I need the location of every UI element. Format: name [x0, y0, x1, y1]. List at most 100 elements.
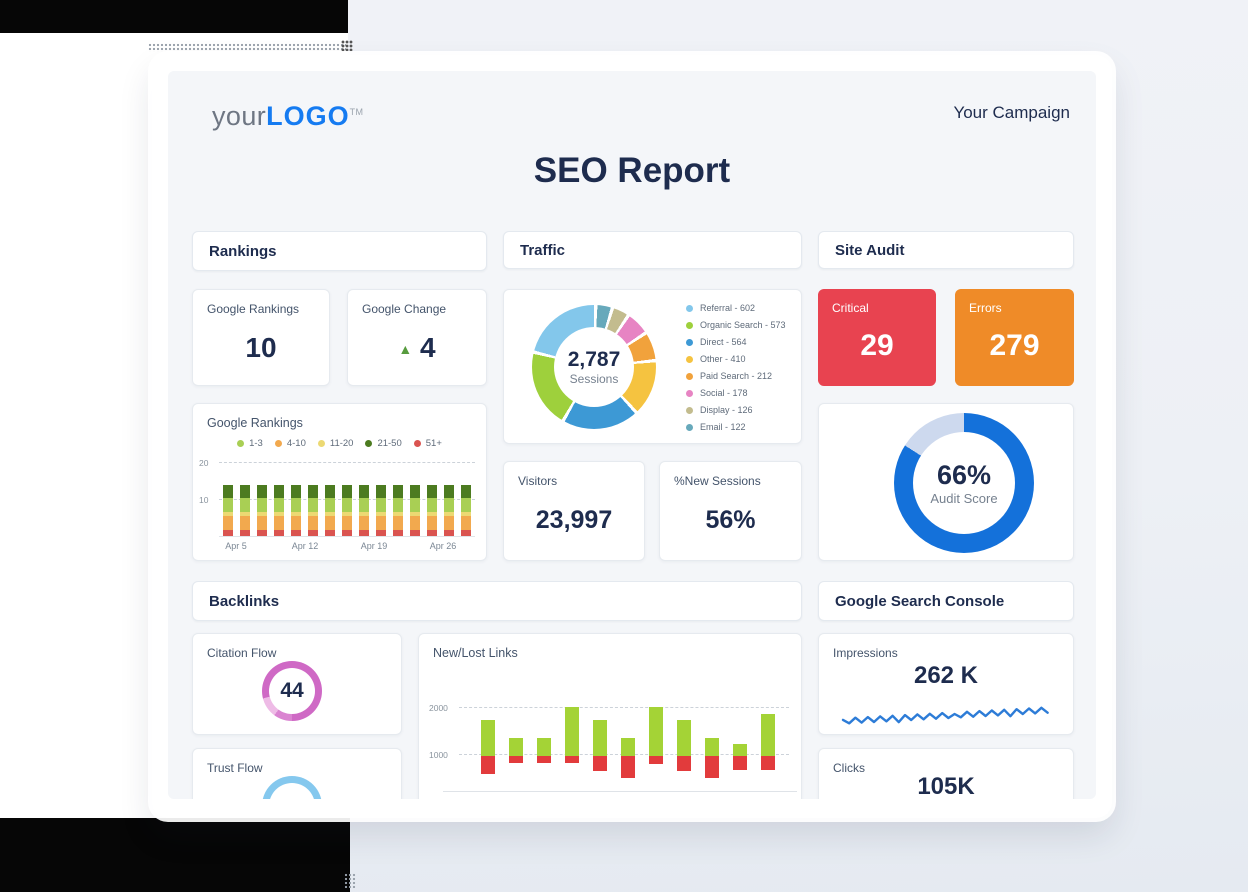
bar-segment	[308, 529, 318, 536]
lost-links-bar	[481, 756, 495, 775]
stacked-bar	[461, 485, 471, 536]
bar-segment	[444, 512, 454, 516]
bar-segment	[223, 512, 233, 516]
stacked-bar	[342, 485, 352, 536]
x-tick-label: Apr 19	[360, 541, 388, 551]
bar-segment	[240, 498, 250, 513]
bar-segment	[461, 512, 471, 516]
lost-links-bar	[677, 756, 691, 771]
x-tick-label: Apr 12	[291, 541, 319, 551]
bar-segment	[257, 485, 267, 499]
stacked-bar	[325, 485, 335, 536]
legend-text: Other - 410	[700, 354, 746, 364]
bar-segment	[359, 498, 369, 513]
legend-dot-icon	[317, 440, 325, 447]
stacked-bar	[291, 485, 301, 536]
lost-links-bar	[621, 756, 635, 778]
impressions-sparkline	[841, 706, 1049, 725]
section-header-site-audit: Site Audit	[818, 231, 1074, 269]
bar-segment	[376, 512, 386, 516]
new-links-bar	[481, 720, 495, 756]
legend-text: Paid Search - 212	[700, 371, 773, 381]
section-header-gsc: Google Search Console	[818, 581, 1074, 621]
bar-segment	[444, 515, 454, 530]
new-links-bar	[677, 720, 691, 756]
stacked-bar	[393, 485, 403, 536]
gridline	[219, 462, 475, 463]
stat-value: 262 K	[913, 662, 979, 689]
lost-links-bar	[509, 756, 523, 764]
y-tick-label: 20	[199, 458, 209, 468]
legend-text: Display - 126	[700, 405, 753, 415]
citation-flow-value: 44	[280, 679, 304, 702]
sessions-label: Sessions	[569, 372, 619, 386]
bar-segment	[444, 529, 454, 536]
new-lost-links-card: New/Lost Links 2000 1000	[418, 633, 802, 799]
stacked-bar	[223, 485, 233, 536]
trademark-icon: TM	[349, 107, 364, 117]
traffic-donut-chart: 2,787 Sessions	[532, 305, 656, 429]
clicks-card: Clicks 105K	[818, 748, 1074, 799]
bar-segment	[359, 529, 369, 536]
stacked-bar	[410, 485, 420, 536]
stacked-bar	[308, 485, 318, 536]
bar-segment	[342, 529, 352, 536]
stacked-bar	[376, 485, 386, 536]
stacked-bar	[274, 485, 284, 536]
stat-label: Impressions	[833, 646, 898, 660]
google-rankings-stat-card: Google Rankings 10	[192, 289, 330, 386]
critical-issues-box: Critical 29	[818, 289, 936, 386]
new-links-bar	[621, 737, 635, 756]
bar-segment	[376, 485, 386, 499]
stat-label: %New Sessions	[674, 474, 761, 488]
bar-segment	[308, 485, 318, 499]
bar-segment	[274, 529, 284, 536]
section-header-rankings: Rankings	[192, 231, 487, 271]
bar-segment	[274, 485, 284, 499]
y-tick-label: 10	[199, 495, 209, 505]
errors-box: Errors 279	[955, 289, 1074, 386]
rankings-plot: 10 20 Apr 5 Apr 12 Apr 19 Apr 26	[199, 458, 475, 551]
alert-value: 29	[860, 329, 894, 362]
legend-text: Email - 122	[700, 422, 746, 432]
legend-dot-icon	[686, 355, 693, 363]
backdrop-bar-bottom	[0, 818, 350, 892]
bar-segment	[342, 512, 352, 516]
bar-segment	[393, 515, 403, 530]
bar-segment	[291, 529, 301, 536]
bar-segment	[274, 498, 284, 513]
campaign-name: Your Campaign	[953, 103, 1070, 122]
sessions-total: 2,787	[567, 348, 621, 371]
y-tick-label: 1000	[429, 750, 448, 760]
stat-label: Google Rankings	[207, 302, 300, 316]
rankings-legend-item: 1-3	[237, 438, 263, 449]
logo-text-gray: your	[212, 101, 267, 131]
trust-flow-ring	[262, 776, 322, 799]
bar-segment	[444, 498, 454, 513]
logo: yourLOGOTM	[212, 101, 363, 132]
ring-center: 44	[269, 668, 315, 714]
new-links-bar	[649, 706, 663, 756]
bar-segment	[393, 529, 403, 536]
bar-segment	[410, 515, 420, 530]
alert-label: Critical	[832, 301, 869, 315]
bar-segment	[427, 515, 437, 530]
bar-segment	[257, 515, 267, 530]
legend-dot-icon	[365, 440, 373, 447]
bar-segment	[461, 529, 471, 536]
lost-links-bar	[565, 756, 579, 764]
bar-segment	[376, 515, 386, 530]
legend-dot-icon	[686, 338, 693, 346]
visitors-card: Visitors 23,997	[503, 461, 645, 561]
citation-flow-card: Citation Flow 44	[192, 633, 402, 735]
lost-links-bar	[537, 756, 551, 764]
lost-links-bar	[761, 756, 775, 771]
bar-segment	[427, 485, 437, 499]
bar-segment	[223, 498, 233, 513]
page-title: SEO Report	[533, 151, 731, 190]
audit-score-label: Audit Score	[930, 491, 998, 506]
bar-segment	[257, 512, 267, 516]
bar-segment	[240, 512, 250, 516]
stat-label: Trust Flow	[207, 761, 263, 775]
legend-dot-icon	[413, 440, 421, 447]
